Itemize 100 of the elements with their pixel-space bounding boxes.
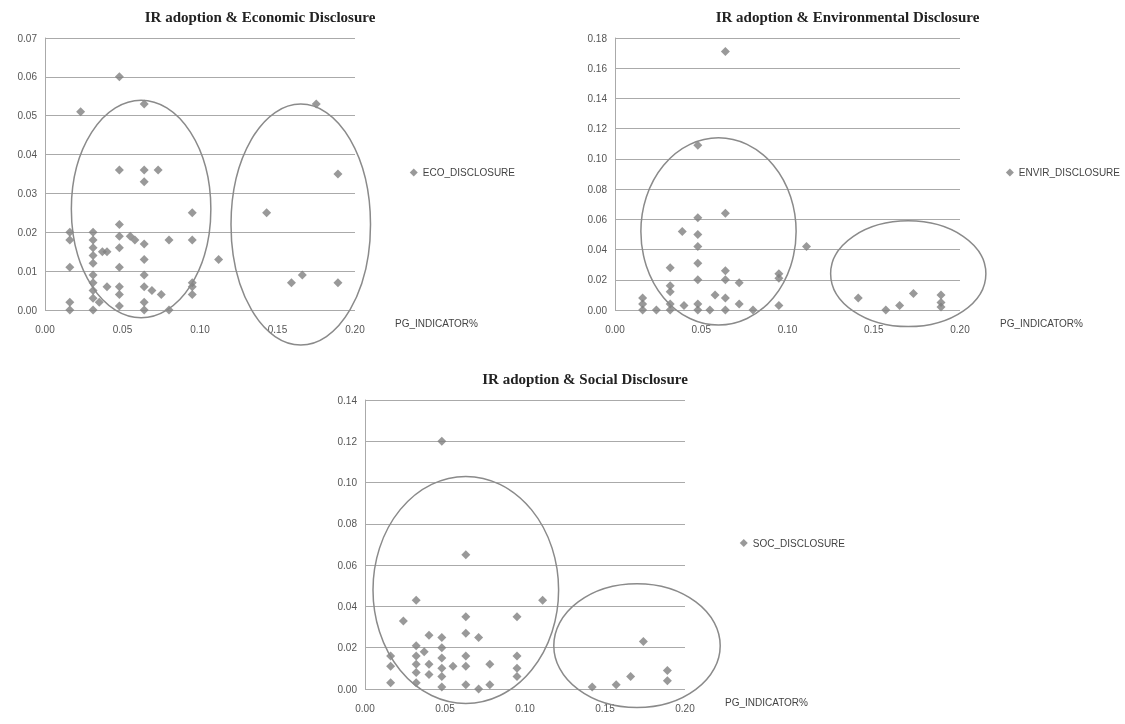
point	[461, 661, 471, 671]
legend-label: ECO_DISCLOSURE	[422, 167, 516, 178]
x-tick-label: 0.20	[675, 702, 696, 714]
point	[424, 659, 434, 669]
point	[114, 282, 124, 292]
y-tick-label: 0.06	[337, 559, 358, 571]
y-tick-label: 0.14	[587, 92, 608, 104]
y-tick-label: 0.06	[587, 213, 608, 225]
point	[411, 667, 421, 677]
point	[693, 229, 703, 239]
point	[437, 663, 447, 673]
x-tick-label: 0.00	[605, 323, 626, 335]
y-tick-label: 0.12	[587, 123, 608, 135]
point	[734, 299, 744, 309]
point	[512, 663, 522, 673]
point	[474, 684, 484, 694]
chart-title: IR adoption & Environmental Disclosure	[715, 8, 980, 25]
point	[437, 672, 447, 682]
point	[187, 208, 197, 218]
point	[720, 275, 730, 285]
point	[705, 305, 715, 315]
point	[262, 208, 272, 218]
point	[386, 661, 396, 671]
point	[881, 305, 891, 315]
point	[748, 305, 758, 315]
point	[474, 632, 484, 642]
point	[333, 169, 343, 179]
point	[512, 651, 522, 661]
y-tick-label: 0.07	[17, 32, 38, 44]
y-tick-label: 0.01	[17, 265, 38, 277]
point	[88, 270, 98, 280]
point	[94, 297, 104, 307]
point	[398, 616, 408, 626]
point	[65, 235, 75, 245]
point	[693, 275, 703, 285]
y-tick-label: 0.14	[337, 394, 358, 406]
point	[297, 270, 307, 280]
y-tick-label: 0.02	[337, 642, 358, 654]
point	[114, 72, 124, 82]
point	[853, 293, 863, 303]
point	[411, 659, 421, 669]
x-axis-title: PG_INDICATOR%	[725, 696, 809, 708]
y-tick-label: 0.04	[337, 600, 358, 612]
point	[411, 641, 421, 651]
y-tick-label: 0.10	[587, 153, 608, 165]
y-tick-label: 0.04	[17, 149, 38, 161]
y-tick-label: 0.18	[587, 32, 608, 44]
point	[774, 300, 784, 310]
y-tick-label: 0.08	[587, 183, 608, 195]
y-tick-label: 0.00	[337, 683, 358, 695]
point	[139, 99, 149, 109]
point	[638, 637, 648, 647]
point	[65, 297, 75, 307]
point	[88, 243, 98, 253]
x-tick-label: 0.20	[950, 323, 971, 335]
point	[114, 289, 124, 299]
x-tick-label: 0.05	[112, 323, 133, 335]
y-tick-label: 0.06	[17, 71, 38, 83]
point	[139, 270, 149, 280]
point	[153, 165, 163, 175]
x-tick-label: 0.15	[864, 323, 884, 335]
point	[461, 550, 471, 560]
point	[214, 254, 224, 264]
point	[461, 680, 471, 690]
point	[139, 305, 149, 315]
x-tick-label: 0.15	[595, 702, 616, 714]
chart-title: IR adoption & Economic Disclosure	[144, 8, 376, 25]
point	[720, 266, 730, 276]
point	[147, 286, 157, 296]
point	[611, 680, 621, 690]
point	[88, 258, 98, 268]
point	[114, 301, 124, 311]
y-tick-label: 0.10	[337, 477, 358, 489]
point	[102, 247, 112, 257]
point	[114, 262, 124, 272]
point	[461, 651, 471, 661]
point	[65, 262, 75, 272]
point	[114, 165, 124, 175]
point	[139, 282, 149, 292]
point	[114, 243, 124, 253]
point	[437, 632, 447, 642]
point	[679, 300, 689, 310]
y-tick-label: 0.00	[587, 304, 608, 316]
point	[538, 595, 548, 605]
x-axis-title: PG_INDICATOR%	[1000, 317, 1084, 329]
y-tick-label: 0.02	[587, 274, 608, 286]
point	[720, 305, 730, 315]
point	[125, 231, 135, 241]
point	[936, 302, 946, 312]
point	[512, 612, 522, 622]
x-axis-title: PG_INDICATOR%	[395, 317, 479, 329]
point	[139, 254, 149, 264]
y-tick-label: 0.16	[587, 62, 608, 74]
point	[587, 682, 597, 692]
point	[461, 612, 471, 622]
point	[139, 239, 149, 249]
point	[626, 672, 636, 682]
point	[665, 305, 675, 315]
legend-label: ENVIR_DISCLOSURE	[1018, 167, 1121, 178]
point	[130, 235, 140, 245]
